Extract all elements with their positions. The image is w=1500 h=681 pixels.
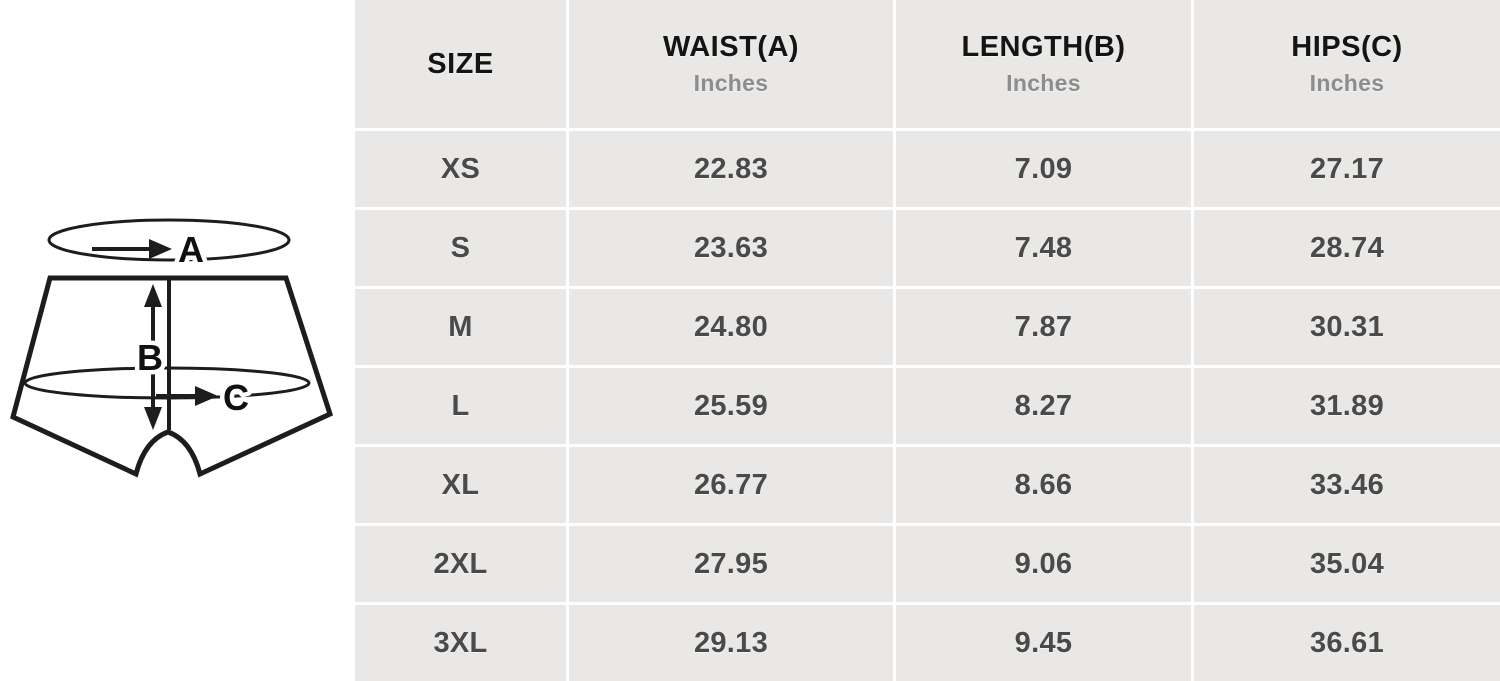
hips-cell: 33.46 xyxy=(1194,447,1500,523)
waist-cell: 25.59 xyxy=(569,368,893,444)
column-unit: Inches xyxy=(693,70,769,96)
length-arrow xyxy=(144,284,162,430)
column-unit: Inches xyxy=(1006,70,1081,96)
waist-arrow xyxy=(92,239,172,259)
length-label: B xyxy=(137,337,163,378)
size-cell: S xyxy=(355,210,566,286)
size-chart-table: SIZE WAIST(A) Inches LENGTH(B) Inches HI… xyxy=(355,0,1500,681)
length-cell: 7.09 xyxy=(896,131,1191,207)
waist-cell: 27.95 xyxy=(569,526,893,602)
hips-label: C xyxy=(223,377,249,418)
shorts-outline xyxy=(10,275,334,478)
shorts-measurement-diagram: A B C xyxy=(0,0,355,681)
column-title: LENGTH(B) xyxy=(961,31,1126,63)
size-cell: 3XL xyxy=(355,605,566,681)
size-cell: XL xyxy=(355,447,566,523)
hips-cell: 30.31 xyxy=(1194,289,1500,365)
length-cell: 8.66 xyxy=(896,447,1191,523)
column-title: SIZE xyxy=(427,47,494,80)
hips-cell: 28.74 xyxy=(1194,210,1500,286)
column-title: HIPS(C) xyxy=(1291,31,1403,63)
shorts-diagram-svg: A B C xyxy=(10,218,334,478)
header-cell-length: LENGTH(B) Inches xyxy=(896,0,1191,128)
waist-label: A xyxy=(178,229,204,270)
header-cell-size: SIZE xyxy=(355,0,566,128)
length-cell: 8.27 xyxy=(896,368,1191,444)
hips-cell: 31.89 xyxy=(1194,368,1500,444)
hips-cell: 35.04 xyxy=(1194,526,1500,602)
size-cell: M xyxy=(355,289,566,365)
waist-cell: 29.13 xyxy=(569,605,893,681)
waist-cell: 22.83 xyxy=(569,131,893,207)
hips-cell: 36.61 xyxy=(1194,605,1500,681)
waist-cell: 23.63 xyxy=(569,210,893,286)
length-cell: 9.06 xyxy=(896,526,1191,602)
length-cell: 7.87 xyxy=(896,289,1191,365)
column-unit: Inches xyxy=(1309,70,1385,96)
waist-cell: 24.80 xyxy=(569,289,893,365)
header-cell-hips: HIPS(C) Inches xyxy=(1194,0,1500,128)
header-cell-waist: WAIST(A) Inches xyxy=(569,0,893,128)
waist-cell: 26.77 xyxy=(569,447,893,523)
column-title: WAIST(A) xyxy=(662,31,800,63)
size-cell: XS xyxy=(355,131,566,207)
length-cell: 9.45 xyxy=(896,605,1191,681)
hips-arrow xyxy=(156,386,218,406)
hips-cell: 27.17 xyxy=(1194,131,1500,207)
size-cell: L xyxy=(355,368,566,444)
length-cell: 7.48 xyxy=(896,210,1191,286)
size-cell: 2XL xyxy=(355,526,566,602)
waist-ellipse xyxy=(47,218,291,262)
